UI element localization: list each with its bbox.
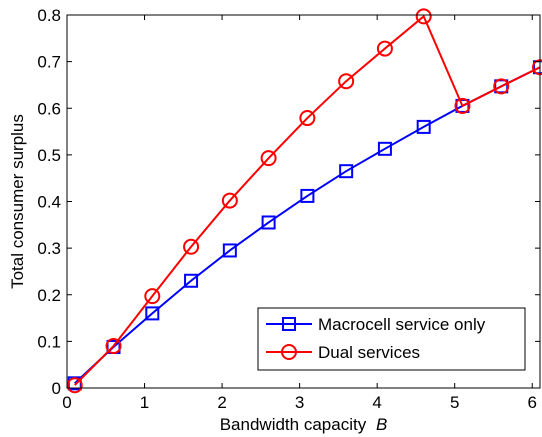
legend: Macrocell service only Dual services [257, 307, 526, 371]
x-tick-label: 5 [450, 393, 459, 412]
y-tick-label: 0 [52, 379, 61, 398]
data-point [338, 73, 355, 90]
data-point [261, 215, 276, 230]
y-tick-label: 0.1 [37, 332, 61, 351]
series-1 [66, 8, 542, 394]
data-point [184, 273, 199, 288]
data-point [222, 243, 237, 258]
x-axis-label-variable: B [376, 415, 387, 434]
y-tick-label: 0.7 [37, 53, 61, 72]
y-tick-label: 0.6 [37, 99, 61, 118]
plot-layer [66, 8, 542, 394]
data-point [415, 8, 432, 25]
data-point [454, 97, 471, 114]
y-tick-label: 0.3 [37, 239, 61, 258]
x-tick-label: 4 [372, 393, 381, 412]
x-axis-label: Bandwidth capacity B [220, 415, 388, 434]
y-tick-label: 0.2 [37, 286, 61, 305]
data-point [339, 164, 354, 179]
y-tick-label: 0.5 [37, 146, 61, 165]
legend-box [257, 307, 526, 371]
x-tick-label: 0 [62, 393, 71, 412]
x-tick-label: 6 [528, 393, 537, 412]
legend-label: Macrocell service only [318, 315, 486, 334]
y-tick-label: 0.4 [37, 193, 61, 212]
x-tick-label: 1 [140, 393, 149, 412]
legend-marker [282, 317, 296, 331]
x-tick-label: 3 [295, 393, 304, 412]
y-axis-label: Total consumer surplus [8, 114, 27, 289]
data-point [221, 192, 238, 209]
data-point [416, 119, 431, 134]
data-point [260, 150, 277, 167]
legend-label: Dual services [318, 343, 420, 362]
data-point [299, 110, 316, 127]
data-point [144, 288, 161, 305]
legend-marker [281, 344, 297, 360]
x-axis-label-text: Bandwidth capacity [220, 415, 367, 434]
data-point [66, 377, 83, 394]
data-point [377, 141, 392, 156]
data-point [376, 40, 393, 57]
ticks-layer: 0 1 2 3 4 5 6 0 0.1 0.2 0.3 0.4 0.5 0.6 0.7 0.8 [37, 6, 540, 412]
y-tick-label: 0.8 [37, 6, 61, 25]
x-tick-label: 2 [217, 393, 226, 412]
data-point [300, 188, 315, 203]
data-point [145, 306, 160, 321]
data-point [105, 338, 122, 355]
series-line [74, 14, 541, 386]
data-point [183, 238, 200, 255]
data-point [493, 78, 510, 95]
